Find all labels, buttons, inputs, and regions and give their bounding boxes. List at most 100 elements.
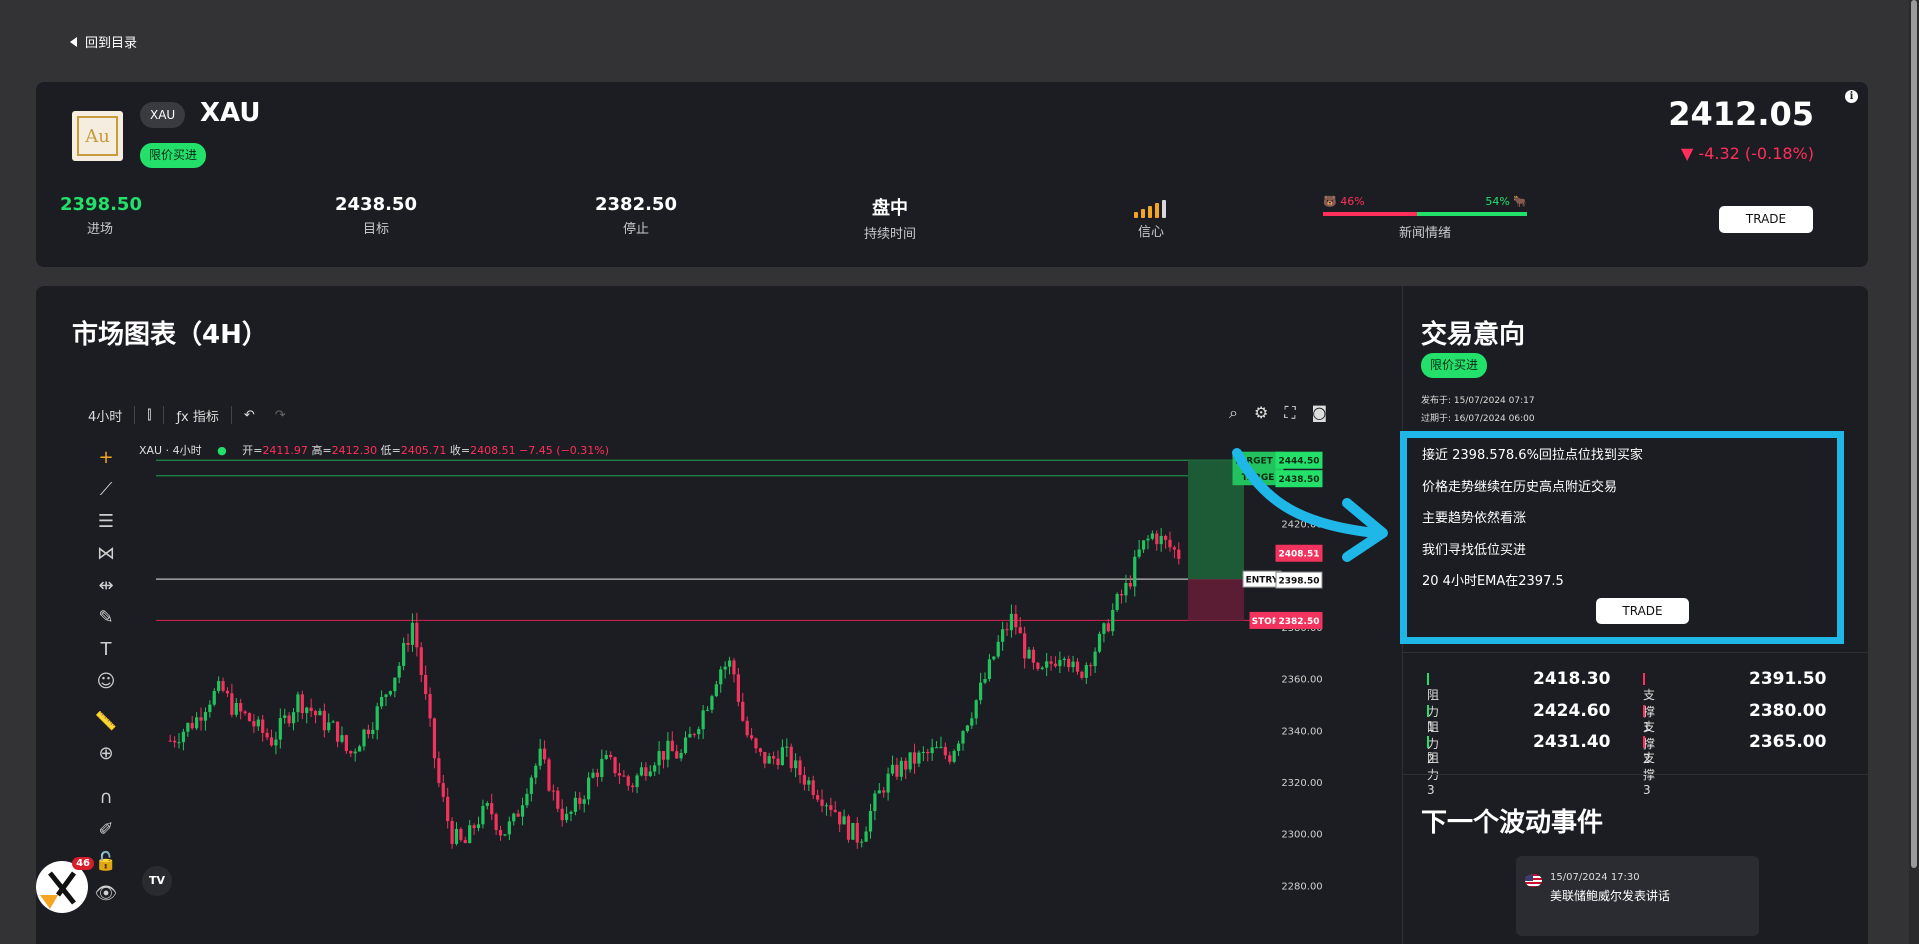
- candle-body: [450, 821, 454, 844]
- us-flag-icon: [1525, 874, 1542, 887]
- candle-body: [741, 701, 745, 721]
- candle-body: [732, 660, 736, 675]
- back-link[interactable]: 回到目录: [70, 32, 137, 51]
- candle-body: [239, 703, 243, 712]
- measure-icon[interactable]: ⇹: [98, 574, 114, 596]
- entry-marker: ENTRY: [1246, 576, 1279, 586]
- candle-body: [1177, 549, 1181, 559]
- candle-body: [895, 764, 899, 777]
- fib-icon[interactable]: ☰: [97, 510, 115, 532]
- candle-body: [943, 746, 947, 756]
- candle-body: [573, 797, 578, 812]
- stat-value: 盘中: [872, 198, 908, 219]
- emoji-icon[interactable]: ☺: [96, 670, 116, 692]
- candle-body: [1119, 594, 1124, 596]
- candle-body: [877, 790, 881, 794]
- candle-body: [269, 737, 274, 746]
- candle-body: [1018, 627, 1022, 634]
- ohlc-legend: XAU · 4小时 ● 开=2411.97 高=2412.30 低=2405.7…: [139, 442, 609, 458]
- brush-icon[interactable]: ✎: [98, 606, 114, 628]
- candle-body: [639, 767, 644, 776]
- trade-button-intent[interactable]: TRADE: [1596, 598, 1689, 624]
- candle-body: [613, 757, 617, 774]
- eye-icon[interactable]: 👁: [94, 882, 118, 904]
- chart-top-right-tools: ⌕ ⚙ ⛶ ◙: [1229, 403, 1327, 423]
- candle-type-icon[interactable]: ⫿: [147, 407, 152, 423]
- candle-body: [384, 694, 388, 697]
- timeframe-button[interactable]: 4小时: [88, 409, 123, 425]
- candle-body: [181, 731, 186, 743]
- undo-icon[interactable]: ↶: [243, 407, 255, 423]
- page-scrollbar[interactable]: [1909, 0, 1919, 944]
- lock-icon[interactable]: 🔓: [94, 850, 118, 872]
- candle-body: [745, 720, 749, 736]
- candle-body: [838, 811, 842, 825]
- function-icon: ƒx: [176, 409, 193, 425]
- open-value: 2411.97: [262, 444, 308, 457]
- candle-body: [1040, 667, 1044, 669]
- candle-body: [490, 803, 494, 815]
- candle-body: [1133, 556, 1137, 587]
- stat-label: 持续时间: [863, 227, 916, 242]
- candle-body: [666, 740, 670, 760]
- candle-body: [899, 760, 903, 777]
- event-card[interactable]: 15/07/2024 17:30 美联储鲍威尔发表讲话: [1516, 856, 1759, 936]
- y-tick-label: 2320.00: [1281, 778, 1322, 789]
- fullscreen-icon[interactable]: ⛶: [1284, 403, 1296, 422]
- candle-body: [547, 759, 551, 791]
- magnet-icon[interactable]: ∩: [99, 786, 113, 808]
- candle-body: [1067, 658, 1071, 668]
- divider: [1403, 774, 1869, 775]
- scrollbar-thumb[interactable]: [1911, 0, 1917, 868]
- last-price-tag-bg: [1275, 544, 1323, 562]
- intent-point: 接近 2398.578.6%回拉点位找到买家: [1422, 448, 1643, 463]
- candle-body: [1023, 633, 1027, 659]
- tradingview-logo-icon[interactable]: TV: [142, 866, 172, 896]
- candle-body: [375, 706, 379, 730]
- candle-body: [798, 760, 802, 776]
- candle-body: [1093, 651, 1097, 667]
- candle-body: [428, 694, 432, 719]
- intent-point: 主要趋势依然看涨: [1422, 511, 1527, 526]
- candle-body: [437, 758, 441, 784]
- candle-body: [507, 821, 511, 835]
- candle-body: [829, 805, 833, 810]
- candle-body: [952, 750, 956, 762]
- zoom-search-icon[interactable]: ⌕: [1229, 403, 1238, 422]
- crosshair-icon[interactable]: +: [98, 446, 114, 468]
- intent-point: 我们寻找低位买进: [1422, 543, 1527, 558]
- settings-gear-icon[interactable]: ⚙: [1253, 403, 1269, 422]
- candle-body: [648, 771, 652, 777]
- stat-duration: 盘中 持续时间: [840, 194, 940, 242]
- trade-button-top[interactable]: TRADE: [1719, 206, 1813, 233]
- ruler-icon[interactable]: 📏: [94, 710, 118, 732]
- candle-body: [851, 823, 855, 840]
- candle-body: [582, 799, 586, 804]
- stat-label: 停止: [622, 222, 649, 237]
- candle-body: [604, 754, 608, 760]
- camera-icon[interactable]: ◙: [1311, 403, 1328, 422]
- pattern-icon[interactable]: ⋈: [97, 542, 115, 564]
- chart-title: 市场图表（4H）: [72, 320, 268, 350]
- zoom-in-icon[interactable]: ⊕: [98, 742, 114, 764]
- floating-chat-button[interactable]: 46: [36, 857, 94, 913]
- bull-percent: 54% 🐂: [1485, 195, 1527, 208]
- candle-body: [542, 748, 547, 760]
- back-arrow-icon: [70, 37, 77, 47]
- lock-pencil-icon[interactable]: ✐: [98, 818, 114, 840]
- text-icon[interactable]: T: [100, 638, 112, 660]
- info-icon[interactable]: i: [1845, 90, 1858, 103]
- candle-body: [432, 718, 437, 759]
- candle-body: [305, 707, 309, 714]
- candle-body: [710, 696, 714, 710]
- candle-body: [1089, 665, 1093, 667]
- candle-body: [173, 740, 177, 743]
- indicators-button[interactable]: ƒx 指标: [176, 409, 219, 425]
- candlestick-chart[interactable]: 2420.002400.002380.002360.002340.002320.…: [130, 436, 1402, 944]
- trendline-icon[interactable]: ⟋: [99, 478, 113, 500]
- candle-body: [217, 681, 221, 692]
- candle-body: [1071, 661, 1075, 668]
- candle-body: [234, 703, 238, 715]
- redo-icon[interactable]: ↷: [274, 407, 286, 423]
- candle-body: [780, 747, 785, 765]
